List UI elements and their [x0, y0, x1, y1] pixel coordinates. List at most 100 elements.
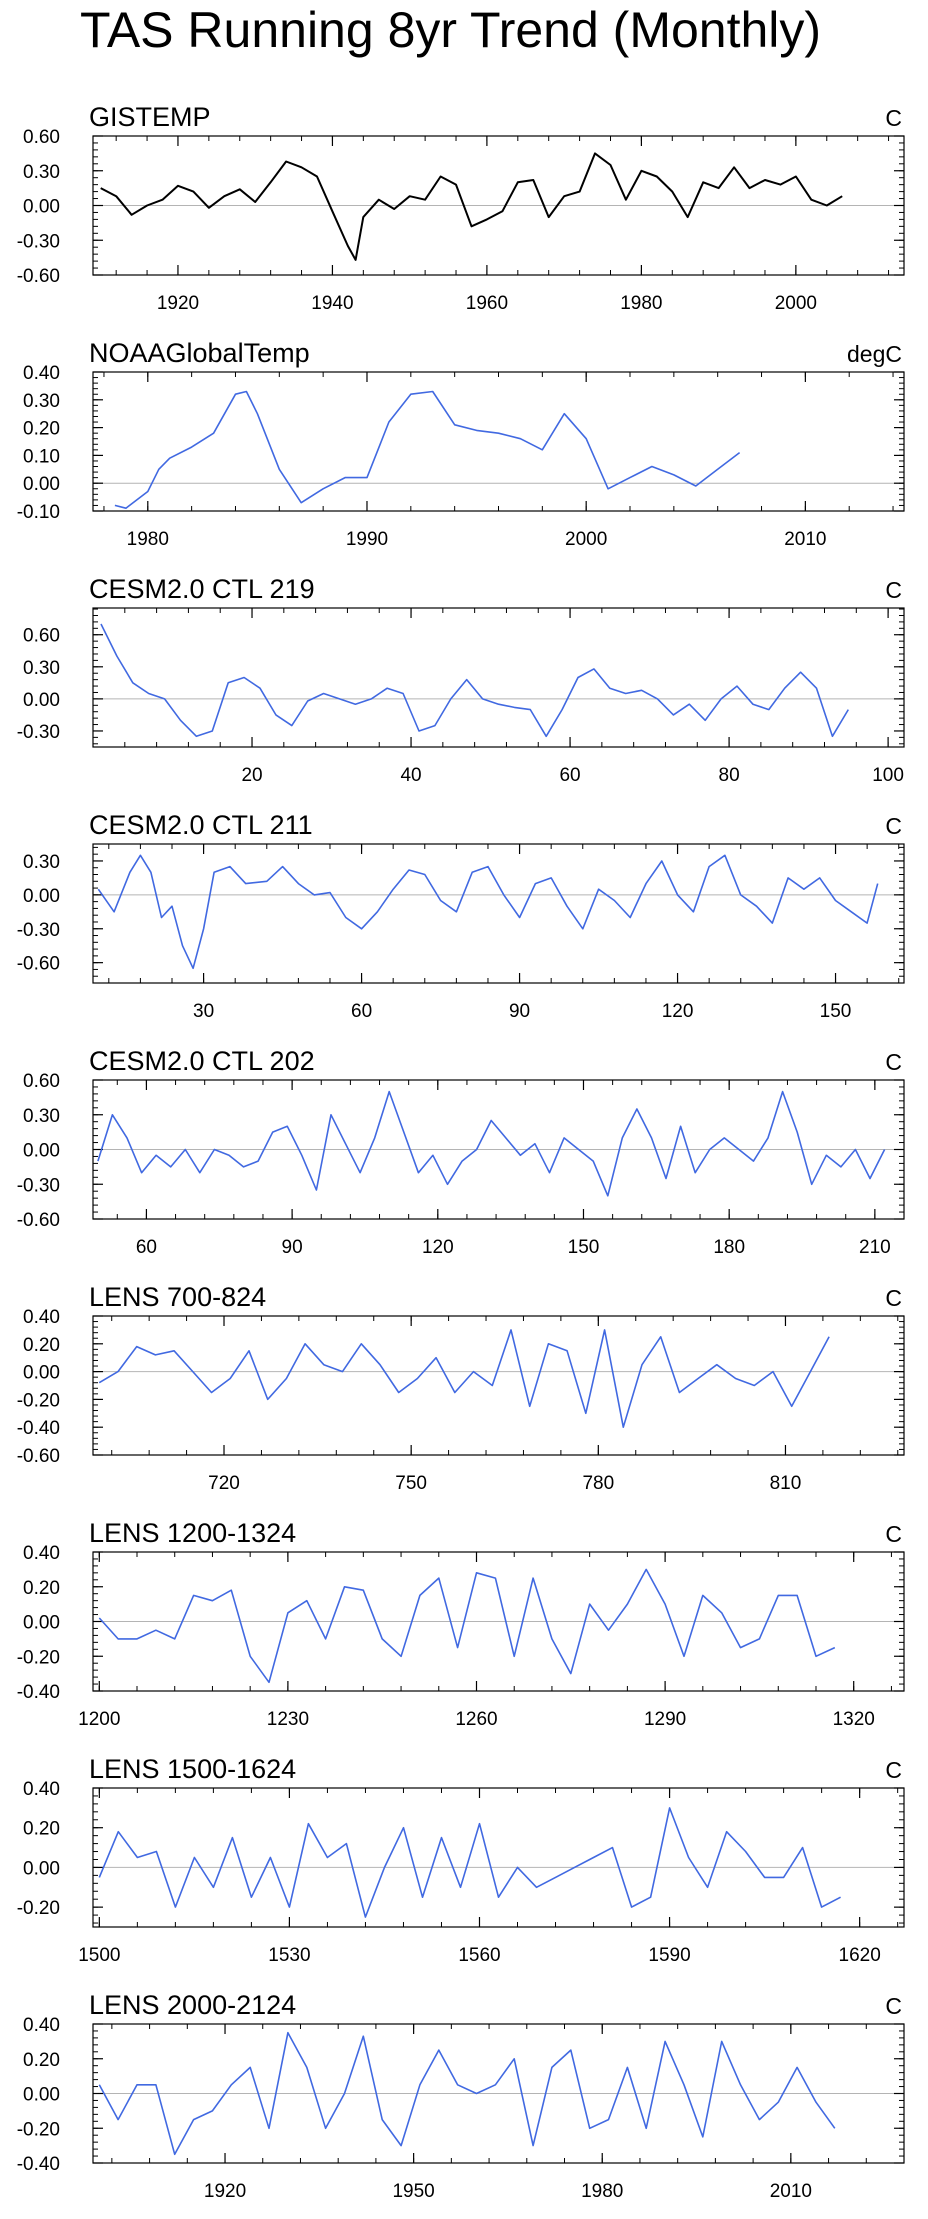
- x-tick-label: 2010: [770, 2181, 812, 2202]
- y-tick-label: -0.10: [17, 502, 60, 523]
- y-tick-label: -0.60: [17, 266, 60, 287]
- panel-title: LENS 2000-2124: [89, 1990, 296, 2020]
- x-tick-label: 150: [568, 1237, 600, 1258]
- chart-panel: CESM2.0 CTL 202 C 60 90 120 150 180 210 -0.60 -0.…: [17, 1046, 905, 1258]
- x-tick-label: 1200: [78, 1709, 120, 1730]
- y-tick-label: 0.00: [23, 1363, 60, 1384]
- y-tick-label: -0.60: [17, 954, 60, 975]
- y-tick-label: 0.20: [23, 1578, 60, 1599]
- chart-panel: NOAAGlobalTemp degC 1980 1990 2000 2010 -0.10 0…: [17, 338, 905, 550]
- y-tick-label: 0.40: [23, 1307, 60, 1328]
- panel-title: CESM2.0 CTL 202: [89, 1046, 315, 1076]
- series-line: [98, 1329, 830, 1428]
- x-tick-label: 60: [559, 765, 580, 786]
- panel-title: NOAAGlobalTemp: [89, 338, 310, 368]
- series-line: [100, 623, 849, 738]
- x-tick-label: 1290: [644, 1709, 686, 1730]
- units-label: C: [885, 813, 902, 839]
- y-tick-label: 0.20: [23, 1819, 60, 1840]
- units-label: C: [885, 1757, 902, 1783]
- y-tick-label: -0.30: [17, 1175, 60, 1196]
- y-tick-label: -0.20: [17, 1647, 60, 1668]
- units-label: degC: [847, 341, 902, 367]
- x-tick-label: 1980: [581, 2181, 623, 2202]
- x-tick-label: 1940: [311, 293, 353, 314]
- y-tick-label: 0.30: [23, 852, 60, 873]
- x-tick-label: 120: [422, 1237, 454, 1258]
- x-tick-label: 1260: [455, 1709, 497, 1730]
- x-tick-label: 180: [713, 1237, 745, 1258]
- panel-title: LENS 700-824: [89, 1282, 266, 1312]
- y-tick-label: -0.40: [17, 2154, 60, 2175]
- y-tick-label: 0.30: [23, 658, 60, 679]
- chart-panel: GISTEMP C 1920 1940 1960 1980 2000 -0.60 -0.30 0.…: [17, 102, 905, 314]
- plot-frame: [92, 1787, 905, 1928]
- units-label: C: [885, 1521, 902, 1547]
- x-tick-label: 1960: [466, 293, 508, 314]
- units-label: C: [885, 1993, 902, 2019]
- y-tick-label: 0.60: [23, 127, 60, 148]
- x-tick-label: 1620: [839, 1945, 881, 1966]
- y-tick-label: 0.20: [23, 1335, 60, 1356]
- x-tick-label: 1920: [157, 293, 199, 314]
- y-tick-label: 0.00: [23, 474, 60, 495]
- page-title: TAS Running 8yr Trend (Monthly): [80, 2, 822, 58]
- y-tick-label: 0.00: [23, 690, 60, 711]
- x-tick-label: 2000: [565, 529, 607, 550]
- plot-frame: [92, 607, 905, 748]
- x-tick-label: 60: [136, 1237, 157, 1258]
- y-tick-label: 0.40: [23, 1543, 60, 1564]
- panel-title: LENS 1500-1624: [89, 1754, 296, 1784]
- y-tick-label: 0.00: [23, 1141, 60, 1162]
- y-tick-label: 0.40: [23, 1779, 60, 1800]
- chart-panel: LENS 2000-2124 C 1920 1950 1980 2010 -0.40 -0.2…: [17, 1990, 905, 2202]
- series-line: [98, 2031, 836, 2156]
- x-tick-label: 30: [193, 1001, 214, 1022]
- plot-frame: [92, 1315, 905, 1456]
- plot-frame: [92, 1079, 905, 1220]
- chart-panel: LENS 1200-1324 C 1200 1230 1260 1290 1320 -0.40…: [17, 1518, 905, 1730]
- y-tick-label: 0.00: [23, 886, 60, 907]
- panel-title: CESM2.0 CTL 219: [89, 574, 315, 604]
- chart-panel: CESM2.0 CTL 211 C 30 60 90 120 150 -0.60 -0.30 0.…: [17, 810, 905, 1022]
- y-tick-label: -0.30: [17, 231, 60, 252]
- x-tick-label: 1590: [648, 1945, 690, 1966]
- panel-title: GISTEMP: [89, 102, 211, 132]
- y-tick-label: 0.60: [23, 1071, 60, 1092]
- x-tick-label: 1990: [346, 529, 388, 550]
- series-line: [97, 1090, 886, 1197]
- x-tick-label: 80: [719, 765, 740, 786]
- series-line: [98, 1568, 836, 1684]
- panel-title: LENS 1200-1324: [89, 1518, 296, 1548]
- x-tick-label: 40: [400, 765, 421, 786]
- x-tick-label: 20: [241, 765, 262, 786]
- x-tick-label: 1980: [620, 293, 662, 314]
- y-tick-label: 0.40: [23, 363, 60, 384]
- units-label: C: [885, 1285, 902, 1311]
- x-tick-label: 90: [509, 1001, 530, 1022]
- y-tick-label: -0.60: [17, 1210, 60, 1231]
- x-tick-label: 120: [662, 1001, 694, 1022]
- plot-frame: [92, 2023, 905, 2164]
- x-tick-label: 100: [872, 765, 904, 786]
- y-tick-label: 0.20: [23, 2050, 60, 2071]
- units-label: C: [885, 577, 902, 603]
- x-tick-label: 1980: [127, 529, 169, 550]
- plot-frame: [92, 1551, 905, 1692]
- chart-panel: LENS 1500-1624 C 1500 1530 1560 1590 1620 -0.20…: [17, 1754, 905, 1966]
- series-line: [114, 390, 741, 510]
- y-tick-label: 0.40: [23, 2015, 60, 2036]
- y-tick-label: -0.60: [17, 1446, 60, 1467]
- y-tick-label: 0.00: [23, 1858, 60, 1879]
- plot-frame: [92, 371, 905, 512]
- x-tick-label: 1530: [268, 1945, 310, 1966]
- y-tick-label: 0.30: [23, 162, 60, 183]
- y-tick-label: 0.00: [23, 1613, 60, 1634]
- x-tick-label: 1560: [458, 1945, 500, 1966]
- y-tick-label: -0.20: [17, 1390, 60, 1411]
- x-tick-label: 750: [395, 1473, 427, 1494]
- x-tick-label: 1320: [833, 1709, 875, 1730]
- y-tick-label: -0.20: [17, 2119, 60, 2140]
- y-tick-label: -0.30: [17, 920, 60, 941]
